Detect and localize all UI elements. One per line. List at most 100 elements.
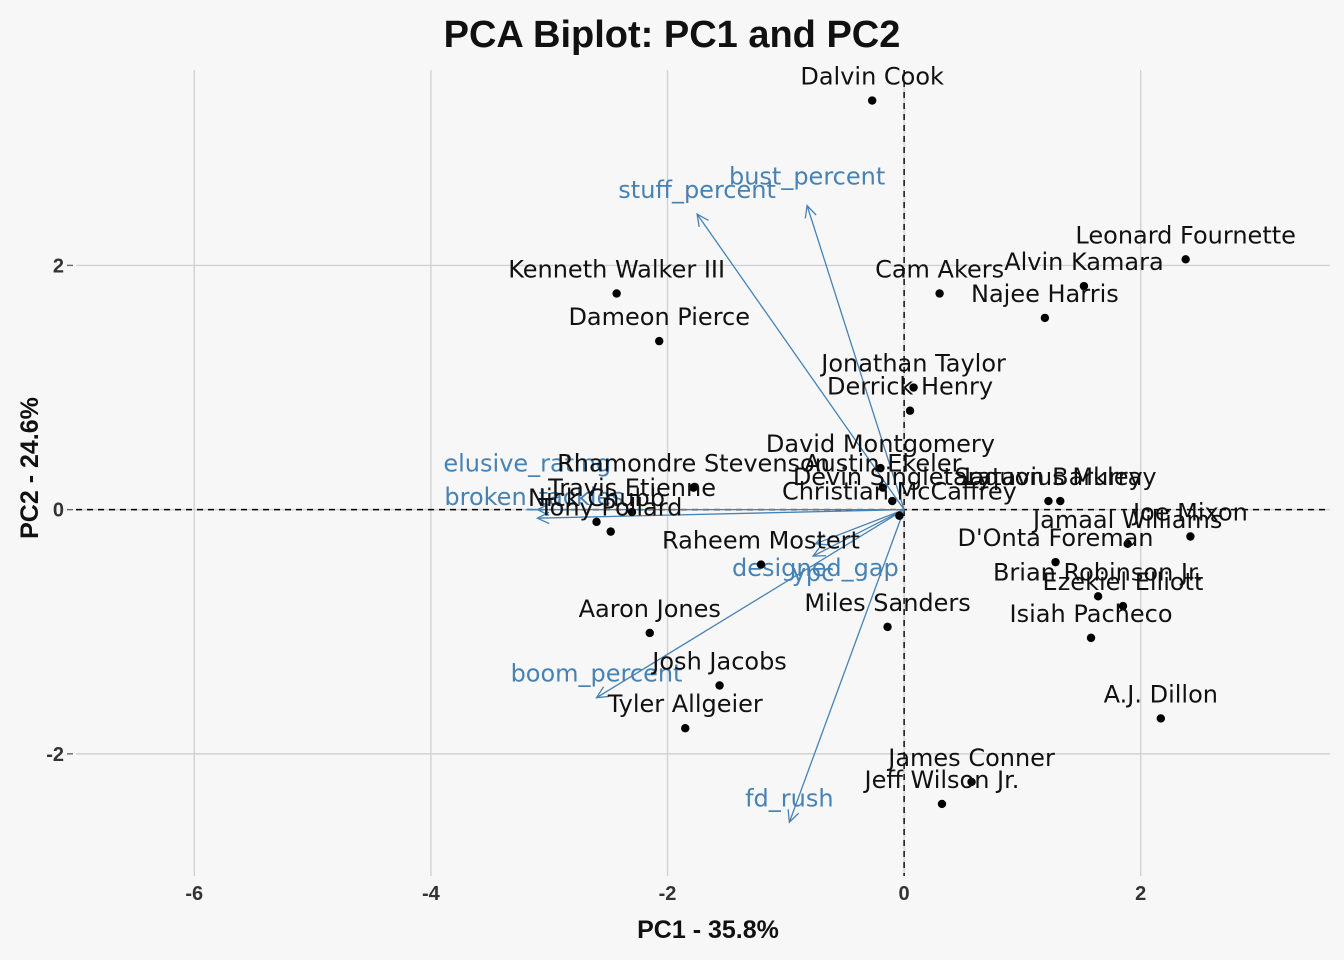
y-tick-label: 2	[53, 255, 64, 277]
point-label: Leonard Fournette	[1075, 221, 1295, 249]
data-point	[689, 483, 698, 492]
data-point	[876, 463, 885, 473]
point-label: Aaron Jones	[579, 595, 721, 623]
loading-label: ypc	[792, 559, 835, 587]
loading-arrow	[812, 509, 905, 557]
point-label: Najee Harris	[971, 280, 1119, 308]
point-label: Ezekiel Elliott	[1043, 568, 1204, 596]
data-point	[592, 517, 601, 527]
point-label: Dalvin Cook	[800, 63, 944, 91]
point-label: Nick Chubb	[528, 484, 665, 512]
data-point	[756, 560, 766, 569]
data-point	[867, 96, 877, 105]
point-label: Josh Jacobs	[650, 647, 787, 675]
point-label: Jamaal Williams	[1031, 506, 1222, 534]
data-point	[905, 406, 915, 415]
data-point	[937, 799, 947, 809]
data-point	[1123, 539, 1132, 549]
data-point	[1051, 557, 1060, 567]
x-tick-label: -4	[422, 883, 441, 905]
data-point	[1079, 281, 1089, 291]
data-point	[888, 496, 897, 506]
point-label: Raheem Mostert	[662, 527, 860, 555]
loading-arrowhead	[535, 511, 550, 525]
data-point	[1093, 592, 1103, 601]
data-point	[1056, 496, 1065, 506]
data-point	[1118, 601, 1128, 611]
data-point	[1156, 714, 1166, 723]
x-tick-label: 2	[1135, 883, 1146, 905]
loading-arrow	[806, 205, 905, 510]
point-label: Isiah Pacheco	[1010, 600, 1173, 628]
point-label: Austin Ekeler	[804, 450, 961, 478]
point-label: Jeff Wilson Jr.	[862, 766, 1019, 794]
point-label: Miles Sanders	[804, 589, 970, 617]
x-tick-label: -6	[185, 883, 203, 905]
point-label: Alvin Kamara	[1004, 248, 1163, 276]
point-label: A.J. Dillon	[1104, 680, 1218, 708]
loading-arrow	[696, 213, 905, 511]
loading-label: bust_percent	[729, 163, 885, 191]
data-point	[1086, 633, 1096, 643]
x-tick-label: -2	[659, 883, 677, 905]
data-point	[935, 289, 944, 298]
point-label: Tony Pollard	[538, 494, 682, 522]
data-point	[681, 724, 690, 733]
data-point	[878, 483, 888, 492]
data-point	[645, 628, 654, 638]
data-point	[715, 681, 724, 690]
y-tick-label: -2	[46, 744, 64, 766]
data-point	[606, 527, 615, 536]
loading-arrowhead	[811, 545, 827, 557]
point-label: James Conner	[886, 744, 1055, 772]
axis-ticks: -6 -4 -2 0 2 -2 0 2	[46, 255, 1146, 905]
chart-title: PCA Biplot: PC1 and PC2	[444, 14, 901, 56]
x-axis-title: PC1 - 35.8%	[637, 916, 779, 944]
y-axis-title: PC2 - 24.6%	[16, 397, 44, 539]
point-label: Tyler Allgeier	[607, 690, 763, 718]
loading-arrowhead	[813, 533, 829, 546]
point-label: Christian McCaffrey	[782, 478, 1017, 506]
data-point	[895, 511, 904, 520]
loading-label: stuff_percent	[618, 176, 776, 204]
loading-label: boom_percent	[511, 660, 683, 688]
data-point	[1181, 255, 1190, 264]
loading-label: elusive_rating	[443, 450, 611, 478]
x-tick-label: 0	[899, 883, 910, 905]
data-point	[883, 622, 892, 632]
loading-arrow	[596, 509, 905, 699]
point-label: Cam Akers	[875, 255, 1004, 283]
loading-arrowhead	[787, 809, 800, 824]
point-label: Kenneth Walker III	[508, 255, 725, 283]
point-label: Jonathan Taylor	[819, 350, 1006, 378]
point-label: D'Onta Foreman	[958, 524, 1154, 552]
y-tick-label: 0	[53, 500, 64, 522]
point-label: Joe Mixon	[1131, 499, 1248, 527]
loading-arrowhead	[595, 686, 610, 699]
point-label: Travis Etienne	[547, 474, 716, 502]
point-label: David Montgomery	[766, 430, 995, 458]
data-point	[612, 289, 621, 298]
data-point	[627, 507, 637, 517]
point-label: Saquon Barkley	[954, 463, 1142, 491]
point-label: Derrick Henry	[827, 373, 993, 401]
point-label: Dameon Pierce	[568, 303, 750, 331]
loading-arrow	[788, 509, 905, 823]
data-point	[909, 383, 918, 392]
data-point	[1044, 496, 1053, 506]
loading-arrow	[537, 508, 905, 519]
point-label: Latavius Murray	[964, 463, 1157, 491]
data-point	[1040, 313, 1050, 323]
point-label: Devin Singletary	[793, 463, 992, 491]
loading-label: fd_rush	[745, 784, 833, 812]
loading-arrowhead	[535, 503, 550, 516]
point-label: Brian Robinson Jr.	[993, 558, 1203, 586]
data-point	[655, 336, 664, 346]
loading-arrow	[815, 509, 905, 545]
loading-label: broken_tackles	[444, 483, 623, 511]
data-point	[1186, 532, 1195, 541]
loading-arrowhead	[804, 204, 817, 219]
